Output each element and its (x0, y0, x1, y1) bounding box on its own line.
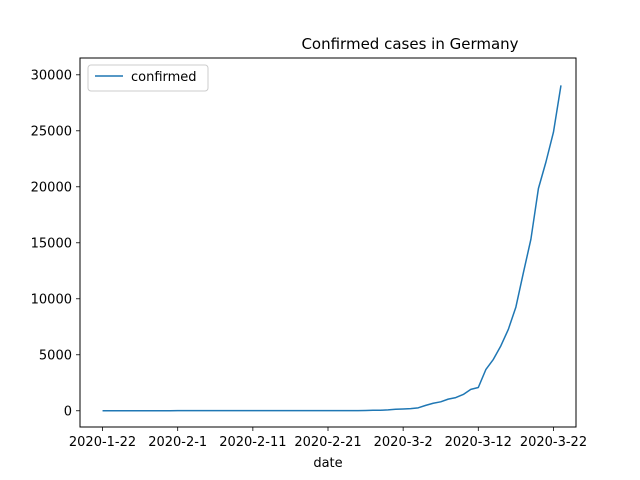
x-tick-label: 2020-1-22 (69, 435, 136, 450)
x-tick-label: 2020-3-2 (374, 435, 433, 450)
y-tick-label: 20000 (31, 180, 72, 195)
y-tick-label: 10000 (31, 292, 72, 307)
legend: confirmed (87, 64, 209, 92)
legend-label-confirmed: confirmed (131, 70, 197, 85)
x-axis: 2020-1-22 2020-2-1 2020-2-11 2020-2-21 2020-… (69, 427, 587, 450)
y-tick-label: 0 (64, 404, 72, 419)
y-tick-label: 15000 (31, 236, 72, 251)
y-tick-label: 25000 (31, 124, 72, 139)
x-axis-label: date (313, 456, 342, 471)
x-tick-label: 2020-2-21 (294, 435, 361, 450)
series-layer (102, 85, 562, 412)
x-tick-label: 2020-2-11 (219, 435, 286, 450)
x-tick-label: 2020-2-1 (148, 435, 207, 450)
x-tick-label: 2020-3-22 (520, 435, 587, 450)
legend-box (87, 64, 209, 92)
y-tick-label: 5000 (39, 348, 72, 363)
x-tick-label: 2020-3-12 (445, 435, 512, 450)
y-tick-label: 30000 (31, 68, 72, 83)
series-line-confirmed (102, 85, 562, 412)
y-axis: 0 5000 10000 15000 20000 25000 30000 (31, 68, 80, 419)
chart-title: Confirmed cases in Germany (301, 35, 518, 53)
